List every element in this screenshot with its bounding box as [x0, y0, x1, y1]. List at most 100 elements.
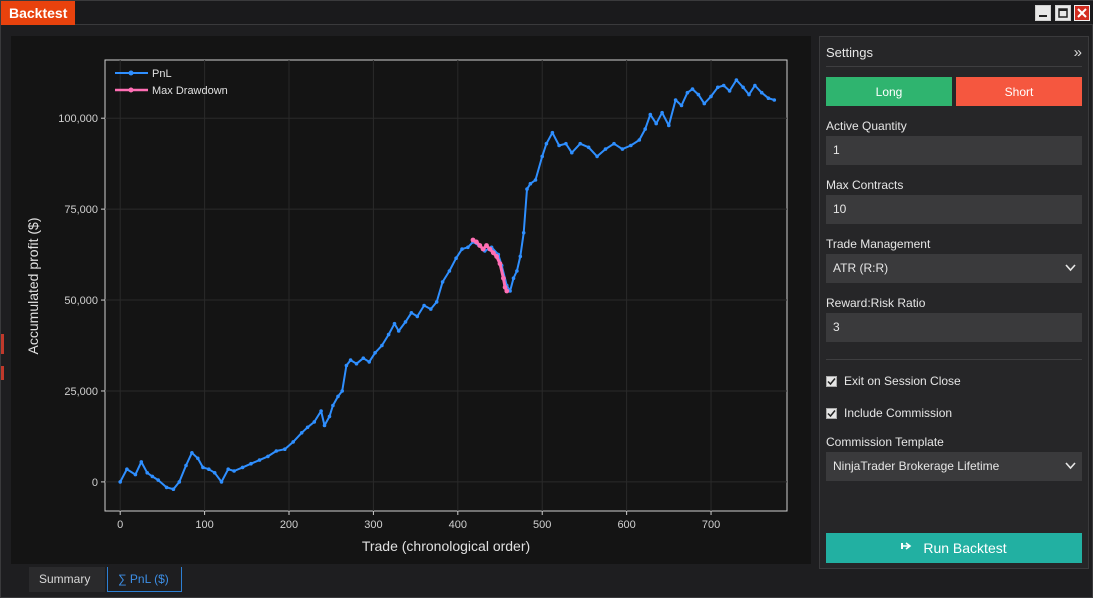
reward-risk-label: Reward:Risk Ratio — [826, 296, 926, 310]
exit-on-session-close-label: Exit on Session Close — [844, 374, 961, 388]
data-point-pnl — [240, 465, 245, 470]
data-point-pnl — [257, 458, 262, 462]
data-point-pnl — [336, 394, 340, 399]
x-tick-label: 700 — [702, 519, 720, 531]
trade-management-select[interactable]: ATR (R:R) — [826, 254, 1082, 283]
data-point-pnl — [528, 181, 533, 186]
data-point-pnl — [709, 94, 713, 99]
close-button[interactable] — [1074, 5, 1090, 21]
data-point-pnl — [550, 130, 555, 135]
data-point-pnl — [741, 85, 745, 90]
include-commission-label: Include Commission — [844, 406, 953, 420]
x-tick-label: 0 — [117, 519, 123, 531]
exit-on-session-close-row[interactable]: Exit on Session Close — [826, 373, 961, 389]
data-point-pnl — [340, 389, 345, 393]
chart-legend: PnL Max Drawdown — [115, 68, 228, 97]
pnl-chart: 0 100 200 300 400 500 600 700 0 25,000 50,000 75,0… — [25, 59, 788, 554]
data-point-pnl — [184, 463, 188, 468]
commission-template-value: NinjaTrader Brokerage Lifetime — [833, 459, 1000, 473]
y-tick-label: 25,000 — [64, 386, 98, 398]
x-tick-label: 500 — [533, 519, 551, 531]
data-point-pnl — [759, 90, 764, 95]
data-point-pnl — [409, 311, 414, 315]
commission-template-select[interactable]: NinjaTrader Brokerage Lifetime — [826, 452, 1082, 481]
y-tick-label: 100,000 — [58, 113, 98, 125]
maximize-icon — [1058, 8, 1068, 18]
data-point-pnl — [344, 363, 349, 368]
data-point-pnl — [643, 127, 647, 131]
double-chevron-right-icon[interactable]: » — [1073, 44, 1082, 61]
short-button[interactable]: Short — [956, 77, 1082, 106]
max-contracts-input[interactable]: 10 — [826, 195, 1082, 224]
data-point-pnl — [440, 280, 445, 284]
data-point-pnl — [570, 150, 574, 155]
data-point-pnl — [150, 474, 155, 479]
data-point-pnl — [460, 247, 464, 251]
data-point-pnl — [212, 471, 217, 475]
data-point-pnl — [564, 141, 568, 146]
data-point-pnl — [429, 307, 433, 311]
data-point-pnl — [305, 425, 310, 430]
data-point-pnl — [386, 332, 391, 337]
x-tick-label: 300 — [364, 519, 382, 531]
data-point-pnl — [690, 87, 695, 91]
play-icon — [901, 541, 913, 555]
data-point-pnl — [667, 123, 671, 128]
data-point-pnl — [673, 98, 678, 102]
data-point-pnl — [434, 300, 439, 304]
data-point-pnl — [207, 467, 211, 472]
data-point-pnl — [190, 451, 194, 455]
data-point-pnl — [403, 320, 408, 324]
y-tick-label: 50,000 — [64, 295, 98, 307]
data-point-pnl — [525, 187, 529, 191]
data-point-pnl — [727, 89, 732, 93]
pnl-chart-panel: 0 100 200 300 400 500 600 700 0 25,000 50,000 75,0… — [11, 36, 811, 564]
minimize-button[interactable] — [1035, 5, 1051, 21]
data-point-pnl — [118, 480, 122, 484]
settings-panel: Settings » Long Short Active Quantity 1 … — [819, 36, 1089, 569]
include-commission-row[interactable]: Include Commission — [826, 405, 952, 421]
data-point-pnl — [716, 85, 720, 90]
left-edge-marker — [1, 366, 4, 380]
data-point-pnl — [291, 440, 296, 444]
window-title: Backtest — [1, 1, 76, 25]
reward-risk-input[interactable]: 3 — [826, 313, 1082, 342]
exit-on-session-close-checkbox[interactable] — [826, 375, 837, 387]
data-point-pnl — [274, 449, 279, 453]
data-point-pnl — [557, 143, 561, 148]
maximize-button[interactable] — [1055, 5, 1071, 21]
data-point-pnl — [396, 329, 401, 333]
data-point-pnl — [660, 110, 664, 115]
data-point-max-drawdown — [484, 243, 489, 248]
data-point-pnl — [156, 478, 160, 482]
data-point-pnl — [685, 90, 690, 95]
data-point-pnl — [415, 314, 420, 319]
data-point-pnl — [747, 92, 751, 97]
data-point-pnl — [232, 469, 236, 473]
data-point-pnl — [734, 78, 739, 82]
data-point-pnl — [219, 480, 224, 484]
data-point-pnl — [322, 423, 327, 428]
data-point-pnl — [319, 409, 323, 413]
active-quantity-input[interactable]: 1 — [826, 136, 1082, 165]
data-point-pnl — [518, 254, 523, 259]
data-point-pnl — [595, 154, 599, 159]
include-commission-checkbox[interactable] — [826, 407, 837, 419]
legend-drawdown-marker — [128, 87, 134, 93]
run-backtest-button[interactable]: Run Backtest — [826, 533, 1082, 563]
data-point-pnl — [331, 403, 335, 408]
settings-divider — [826, 66, 1082, 67]
data-point-pnl — [266, 454, 270, 459]
data-point-pnl — [454, 256, 458, 260]
data-point-max-drawdown — [480, 246, 486, 252]
y-tick-label: 75,000 — [64, 204, 98, 216]
settings-header: Settings » — [826, 44, 1082, 65]
data-point-pnl — [125, 467, 129, 472]
long-button[interactable]: Long — [826, 77, 952, 106]
tab-pnl[interactable]: ∑ PnL ($) — [107, 567, 182, 592]
data-point-max-drawdown — [490, 250, 496, 256]
data-point-pnl — [511, 276, 516, 280]
data-point-pnl — [586, 145, 591, 150]
tab-summary[interactable]: Summary — [29, 567, 105, 592]
checkmark-icon — [827, 409, 836, 417]
